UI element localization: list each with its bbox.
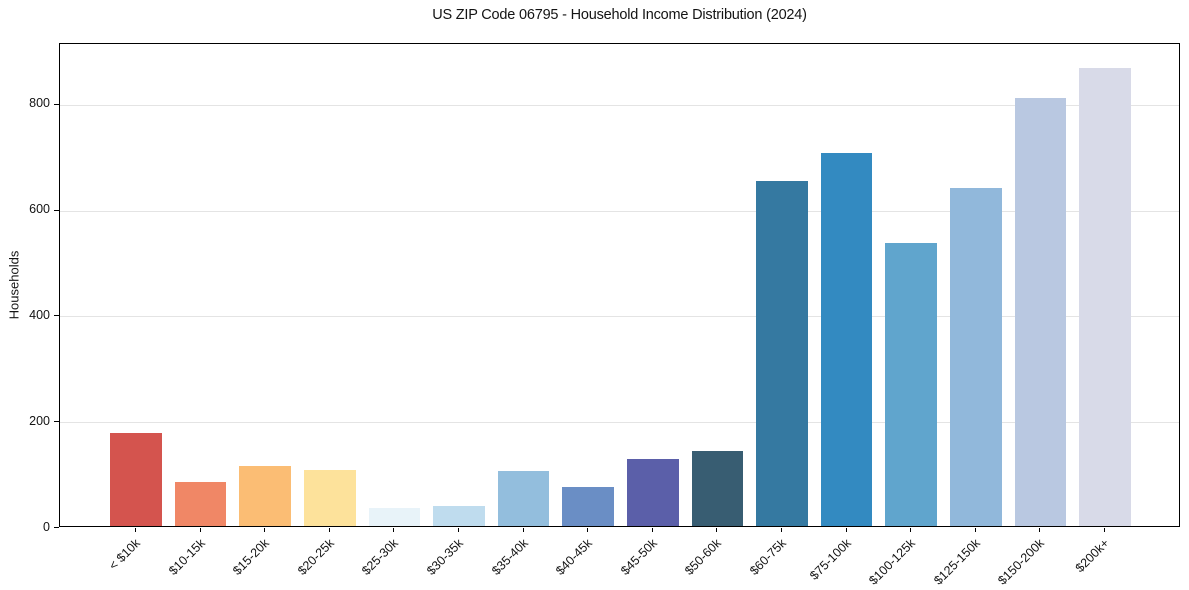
- bar-$10-15k: [174, 482, 227, 526]
- x-tick-mark-$10-15k: [199, 528, 201, 532]
- bar-$75-100k: [820, 152, 873, 526]
- bar-$40-45k: [562, 486, 614, 526]
- y-tick-mark-200: [54, 421, 59, 423]
- gridline-600: [60, 210, 1179, 212]
- x-tick-label-< $10k: < $10k: [106, 536, 143, 573]
- bar-$15-20k: [239, 466, 291, 526]
- bar-$50-60k: [691, 450, 744, 526]
- x-tick-mark-$35-40k: [522, 528, 524, 532]
- x-tick-mark-< $10k: [135, 528, 136, 532]
- x-tick-mark-$200k+: [1104, 528, 1105, 532]
- bar-$125-150k: [950, 187, 1002, 526]
- y-tick-label-600: 600: [29, 202, 50, 217]
- bar-$35-40k: [497, 471, 550, 526]
- gridline-400: [60, 316, 1179, 318]
- bar-< $10k: [110, 433, 162, 526]
- bar-$100-125k: [885, 242, 937, 526]
- chart-title: US ZIP Code 06795 - Household Income Dis…: [432, 7, 807, 23]
- x-tick-mark-$125-150k: [974, 528, 976, 532]
- y-tick-mark-400: [54, 315, 59, 317]
- bar-$200k+: [1079, 67, 1131, 526]
- y-tick-mark-0: [54, 527, 59, 528]
- bar-$20-25k: [304, 469, 356, 526]
- bar-$60-75k: [756, 180, 808, 526]
- x-tick-mark-$150-200k: [1039, 528, 1041, 532]
- gridline-200: [60, 422, 1179, 424]
- bar-$45-50k: [627, 459, 679, 526]
- y-tick-mark-800: [54, 103, 59, 105]
- x-tick-mark-$45-50k: [651, 528, 653, 532]
- y-tick-mark-600: [54, 209, 59, 211]
- x-tick-mark-$25-30k: [393, 528, 395, 532]
- x-tick-mark-$30-35k: [458, 528, 459, 532]
- y-tick-label-400: 400: [29, 307, 50, 322]
- x-tick-mark-$15-20k: [264, 528, 266, 532]
- y-tick-label-200: 200: [29, 413, 50, 428]
- x-tick-mark-$75-100k: [845, 528, 847, 532]
- plot-area: [59, 43, 1180, 527]
- x-tick-mark-$60-75k: [781, 528, 782, 532]
- x-tick-mark-$50-60k: [716, 528, 718, 532]
- bar-$25-30k: [368, 508, 421, 526]
- bar-$150-200k: [1014, 98, 1067, 526]
- y-tick-label-0: 0: [43, 519, 50, 534]
- y-tick-label-800: 800: [29, 96, 50, 111]
- x-tick-mark-$20-25k: [328, 528, 330, 532]
- x-tick-mark-$100-125k: [910, 528, 912, 532]
- gridline-800: [60, 104, 1179, 106]
- bar-$30-35k: [433, 506, 485, 526]
- x-tick-mark-$40-45k: [587, 528, 589, 532]
